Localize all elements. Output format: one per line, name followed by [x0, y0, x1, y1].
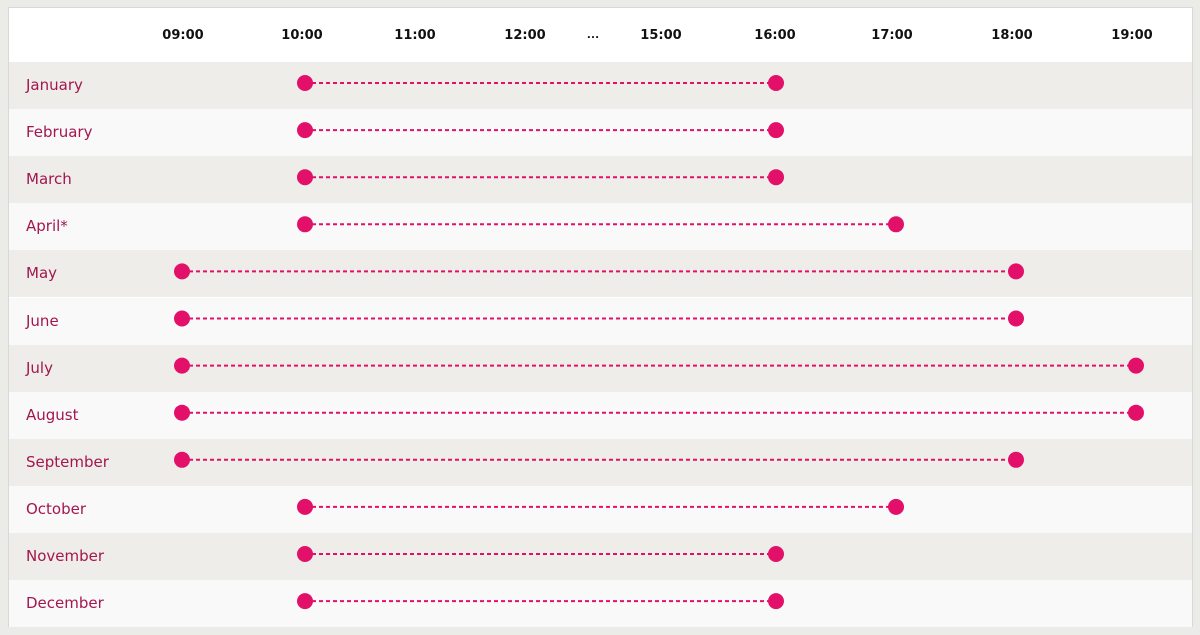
x-tick-label: 16:00	[754, 28, 796, 43]
x-tick-label: 15:00	[640, 28, 682, 43]
x-tick-label: 11:00	[394, 28, 436, 43]
month-row: August	[9, 391, 1192, 439]
month-row: January	[9, 62, 1192, 109]
month-row: May	[9, 250, 1192, 298]
month-row: October	[9, 485, 1192, 533]
month-label: December	[26, 594, 104, 613]
month-label: June	[26, 311, 59, 330]
month-label: October	[26, 499, 87, 518]
x-tick-label: 19:00	[1111, 28, 1153, 43]
month-row: September	[9, 438, 1192, 486]
month-row: April*	[9, 203, 1192, 251]
x-tick-label: 17:00	[871, 28, 913, 43]
month-label: September	[26, 452, 109, 471]
month-label: February	[26, 123, 93, 142]
opening-hours-chart: 09:00 10:00 11:00 12:00 … 15:00 16:00 17:00 18:0…	[8, 7, 1193, 628]
month-label: March	[26, 170, 72, 189]
x-tick-label: 10:00	[281, 28, 323, 43]
month-label: April*	[26, 217, 68, 236]
x-tick-label: 12:00	[504, 28, 546, 43]
month-label: May	[26, 264, 58, 283]
month-row: December	[9, 580, 1192, 628]
month-row: July	[9, 344, 1192, 392]
month-label: July	[26, 358, 53, 377]
month-row: June	[9, 297, 1192, 345]
month-row: November	[9, 533, 1192, 580]
month-row: March	[9, 156, 1192, 204]
x-tick-label: 09:00	[162, 28, 204, 43]
month-label: August	[26, 405, 79, 424]
x-tick-label: 18:00	[991, 28, 1033, 43]
axis-ellipsis: …	[586, 26, 600, 41]
month-label: November	[26, 547, 105, 565]
month-label: January	[26, 76, 83, 94]
time-axis-header: 09:00 10:00 11:00 12:00 … 15:00 16:00 17:00 18:0…	[9, 8, 1192, 62]
month-row: February	[9, 109, 1192, 157]
